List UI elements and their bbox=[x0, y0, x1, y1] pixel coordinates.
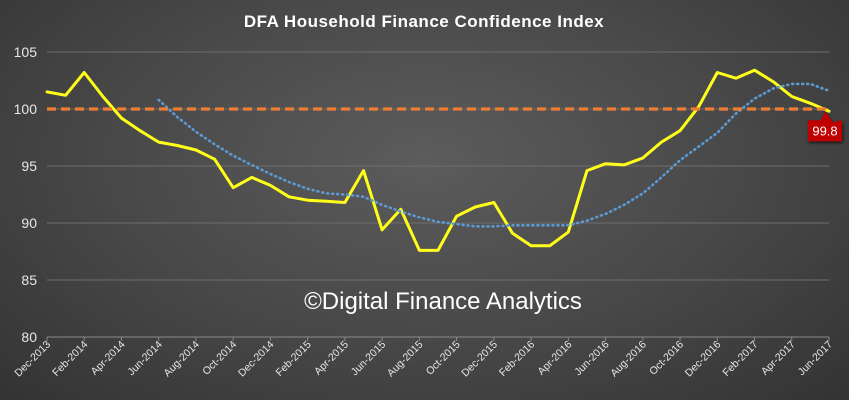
x-tick-label: Dec-2016 bbox=[683, 339, 724, 380]
value-callout: 99.8 bbox=[808, 111, 842, 142]
x-tick-label: Aug-2015 bbox=[385, 339, 426, 380]
annotation-layer: 99.8 bbox=[808, 111, 842, 142]
x-tick-label: Dec-2015 bbox=[459, 339, 500, 380]
y-tick-label: 80 bbox=[21, 329, 37, 345]
x-tick-label: Dec-2014 bbox=[236, 339, 277, 380]
x-tick-label: Jun-2015 bbox=[349, 339, 389, 379]
y-tick-label: 100 bbox=[14, 101, 38, 117]
y-tick-label: 105 bbox=[14, 44, 38, 60]
x-tick-label: Apr-2014 bbox=[89, 339, 128, 378]
x-tick-label: Aug-2016 bbox=[608, 339, 649, 380]
x-tick-label: Apr-2017 bbox=[759, 339, 798, 378]
x-tick-label: Jun-2017 bbox=[796, 339, 836, 379]
x-tick-label: Oct-2014 bbox=[200, 339, 239, 378]
x-tick-label: Feb-2014 bbox=[50, 339, 90, 379]
x-tick-label: Apr-2015 bbox=[312, 339, 351, 378]
axis-layer: 80859095100105Dec-2013Feb-2014Apr-2014Ju… bbox=[12, 44, 835, 379]
callout-label: 99.8 bbox=[812, 123, 837, 138]
y-tick-label: 90 bbox=[21, 215, 37, 231]
watermark: ©Digital Finance Analytics bbox=[304, 288, 582, 315]
x-tick-label: Apr-2016 bbox=[535, 339, 574, 378]
y-tick-label: 95 bbox=[21, 158, 37, 174]
x-tick-label: Jun-2016 bbox=[572, 339, 612, 379]
y-tick-label: 85 bbox=[21, 272, 37, 288]
trend-series-line bbox=[157, 82, 831, 228]
x-tick-label: Feb-2017 bbox=[720, 339, 760, 379]
x-tick-label: Aug-2014 bbox=[161, 339, 202, 380]
callout-box bbox=[808, 111, 842, 142]
x-tick-label: Feb-2016 bbox=[497, 339, 537, 379]
index-series-line bbox=[45, 68, 831, 252]
x-tick-label: Feb-2015 bbox=[274, 339, 314, 379]
x-tick-label: Jun-2014 bbox=[125, 339, 165, 379]
series-layer bbox=[45, 68, 831, 252]
x-tick-label: Oct-2016 bbox=[647, 339, 686, 378]
x-tick-label: Oct-2015 bbox=[424, 339, 463, 378]
chart-title: DFA Household Finance Confidence Index bbox=[244, 12, 604, 31]
